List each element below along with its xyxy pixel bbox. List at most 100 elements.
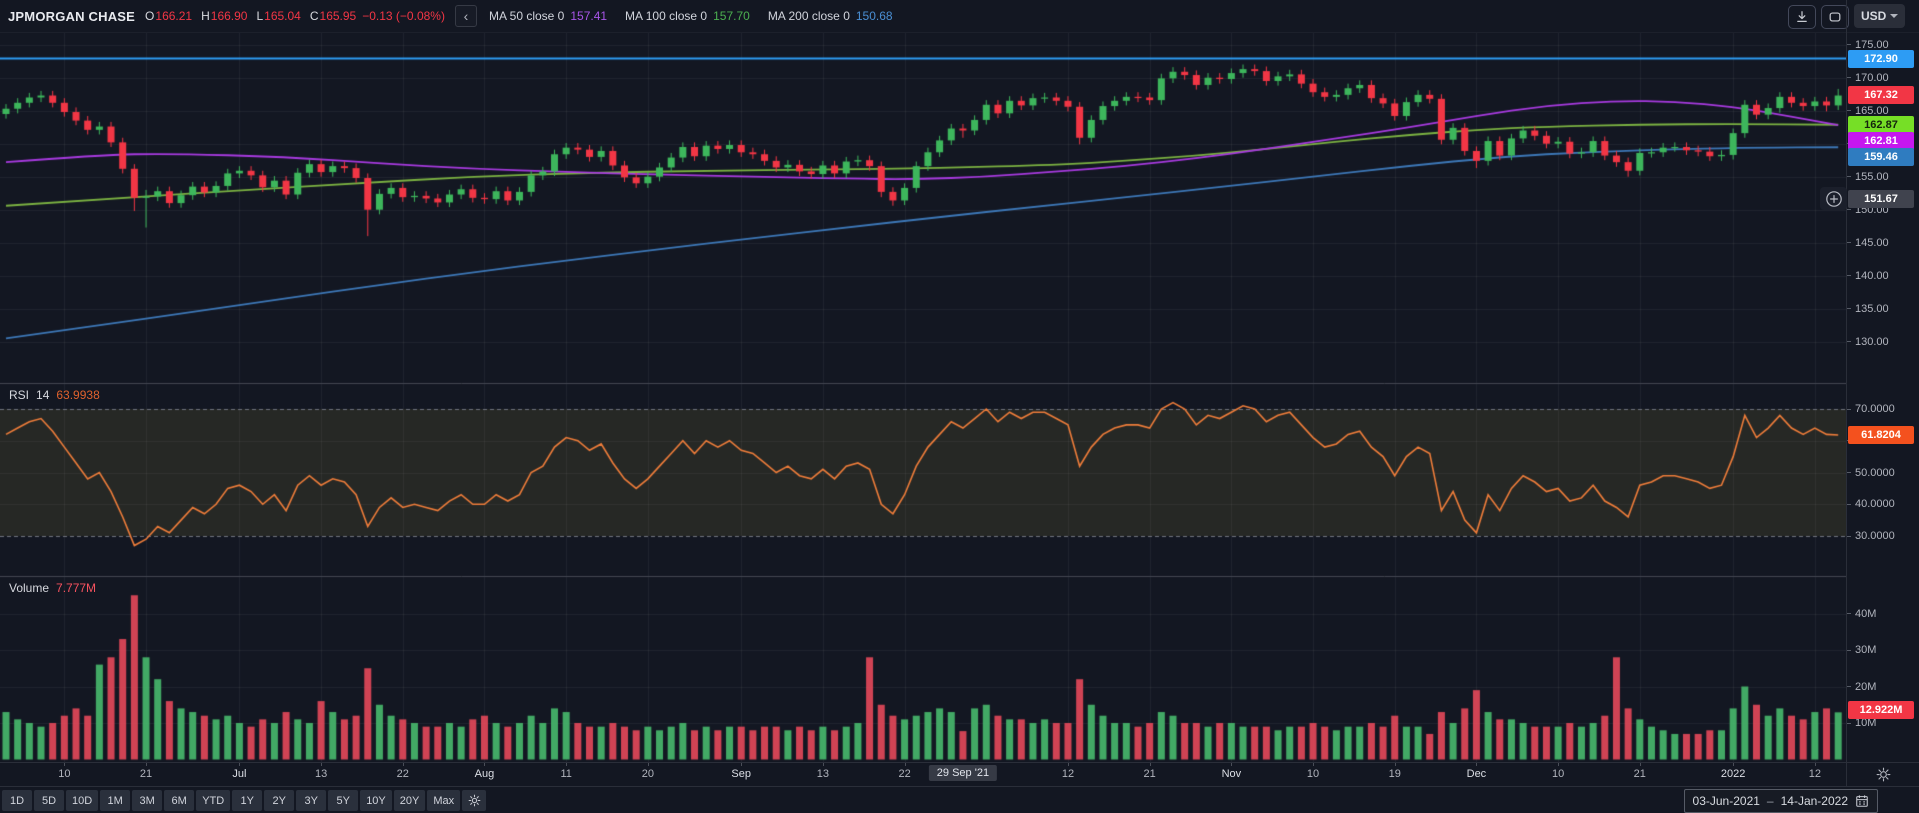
price-badge-172.90: 172.90 [1848,49,1914,68]
time-tick-mark [1067,763,1069,766]
rsi-legend[interactable]: RSI 14 63.9938 [9,388,100,402]
add-alert-plus-button[interactable] [1820,187,1847,210]
axis-tick-label: 155.00 [1847,170,1889,184]
time-tick-mark [1814,763,1816,766]
rsi-value: 63.9938 [56,388,100,402]
calendar-icon [1856,795,1868,807]
ma-legend-item-2[interactable]: MA 100 close 0 157.70 [625,9,750,23]
date-range-start: 03-Jun-2021 [1692,794,1760,808]
axis-tick-label: 170.00 [1847,71,1889,85]
time-tick-mark [1394,763,1396,766]
date-range-picker[interactable]: 03-Jun-2021 – 14-Jan-2022 [1683,789,1878,813]
ma-legend-label: MA 50 close 0 [488,9,565,23]
time-tick-mark [566,763,568,766]
price-axis[interactable]: 175.00170.00165.00160.00155.00150.00145.… [1847,33,1919,762]
time-tick-mark [1558,763,1560,766]
time-tick-mark [1313,763,1315,766]
time-tick-label: 10 [1306,768,1320,780]
range-button-3m[interactable]: 3M [132,790,163,811]
time-tick-label: 10 [1551,768,1565,780]
chart-settings-button[interactable] [462,790,487,811]
axis-tick-label: 10M [1847,716,1876,730]
chart-canvas[interactable] [0,33,1846,762]
time-tick-mark [1149,763,1151,766]
time-axis[interactable]: 10 21 Jul 13 22 Aug 11 20 Sep 13 22 12 21 Nov 10 19 Dec 1… [0,762,1919,786]
axis-tick-label: 130.00 [1847,335,1889,349]
time-tick-mark [1231,763,1233,766]
range-button-20y[interactable]: 20Y [393,790,426,811]
legend-collapse-button[interactable]: ‹ [454,5,477,27]
axis-tick-label: 30M [1847,643,1876,657]
chart-header: JPMORGAN CHASE O166.21 H166.90 L165.04 C165… [0,0,1919,33]
axis-tick-label: 20M [1847,680,1876,694]
axis-tick-label: 145.00 [1847,236,1889,250]
range-button-max[interactable]: Max [427,790,461,811]
time-tick-mark [64,763,66,766]
axis-tick-label: 165.00 [1847,104,1889,118]
price-badge-12.922M: 12.922M [1848,701,1914,720]
currency-dropdown[interactable]: USD [1854,4,1906,28]
time-tick-mark [484,763,486,766]
download-button[interactable] [1788,5,1816,29]
time-tick-mark [904,763,906,766]
time-tick-label: 22 [396,768,409,780]
range-button-ytd[interactable]: YTD [196,790,231,811]
range-button-2y[interactable]: 2Y [264,790,295,811]
range-button-10y[interactable]: 10Y [360,790,392,811]
ma-legend-value: 157.41 [570,9,608,23]
time-tick-mark [402,763,404,766]
gear-icon [468,794,481,807]
time-tick-label: 2022 [1720,768,1746,780]
volume-legend[interactable]: Volume 7.777M [9,581,96,595]
ohlc-l: L165.04 [256,9,301,23]
time-tick-label: Sep [731,768,751,780]
price-badge-159.46: 159.46 [1848,148,1914,167]
time-tick-label: 13 [816,768,830,780]
axis-settings-button[interactable] [1872,764,1894,784]
plus-circle-icon [1825,190,1842,207]
time-tick-mark [1733,763,1735,766]
range-button-1m[interactable]: 1M [100,790,131,811]
axis-tick-label: 175.00 [1847,38,1889,52]
rsi-period: 14 [36,388,50,402]
ma-legend-value: 157.70 [713,9,750,23]
axis-tick-label: 30.0000 [1847,529,1895,543]
ma-legend-item-3[interactable]: MA 200 close 0 150.68 [768,9,893,23]
ma-legend-value: 150.68 [855,9,893,23]
time-tick-label: 21 [139,768,153,780]
time-tick-label: 13 [314,768,328,780]
ohlc-c: C165.95 [309,9,357,23]
time-tick-mark [647,763,649,766]
time-tick-mark [741,763,743,766]
fullscreen-button[interactable] [1821,5,1849,29]
currency-label: USD [1861,9,1887,23]
range-button-1d[interactable]: 1D [2,790,32,811]
download-icon [1797,11,1807,22]
time-tick-label: 19 [1388,768,1401,780]
axis-tick-label: 40.0000 [1847,497,1895,511]
time-tick-mark [1639,763,1641,766]
time-tick-mark [146,763,148,766]
time-tick-label: Nov [1221,768,1242,780]
range-button-5d[interactable]: 5D [34,790,64,811]
range-button-3y[interactable]: 3Y [296,790,327,811]
range-button-5y[interactable]: 5Y [328,790,359,811]
range-button-6m[interactable]: 6M [164,790,195,811]
price-badge-61.8204: 61.8204 [1848,425,1914,444]
time-tick-label: 12 [1808,768,1821,780]
crosshair-date-badge: 29 Sep '21 [928,765,998,781]
fullscreen-icon [1829,12,1841,22]
date-range-separator: – [1766,794,1774,808]
date-range-end: 14-Jan-2022 [1780,794,1848,808]
time-tick-label: Aug [474,768,495,780]
ohlc-values: O166.21 H166.90 L165.04 C165.95 [145,9,356,23]
range-button-10d[interactable]: 10D [66,790,99,811]
range-button-1y[interactable]: 1Y [232,790,263,811]
chevron-down-icon [1890,14,1899,18]
axis-tick-label: 50.0000 [1847,466,1895,480]
time-tick-label: Jul [232,768,247,780]
ma-legend-item-1[interactable]: MA 50 close 0 157.41 [489,9,607,23]
price-badge-162.87: 162.87 [1848,115,1914,134]
ma-legend-label: MA 100 close 0 [625,9,708,23]
